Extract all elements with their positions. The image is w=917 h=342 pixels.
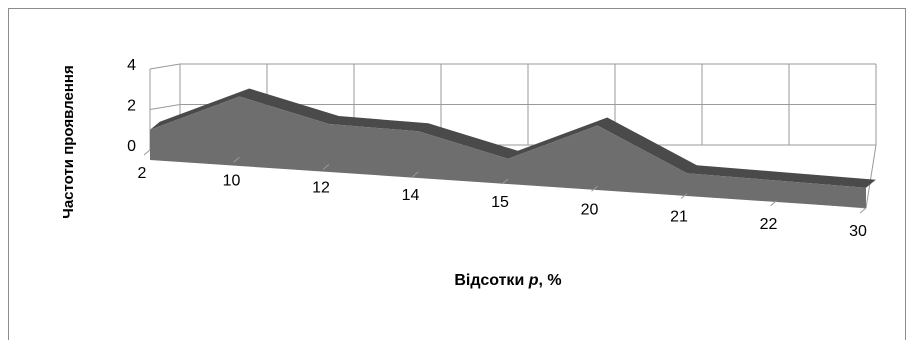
x-tick-mark bbox=[680, 193, 688, 199]
x-tick-label: 10 bbox=[223, 172, 241, 189]
x-tick-layer: 2 10 12 14 15 20 21 22 30 bbox=[138, 149, 867, 240]
x-tick-mark bbox=[859, 207, 867, 214]
x-tick-label: 22 bbox=[760, 216, 778, 233]
x-tick-label: 30 bbox=[849, 223, 867, 240]
x-tick-label: 12 bbox=[312, 180, 330, 197]
y-tick-label: 2 bbox=[127, 98, 136, 115]
x-tick-label: 14 bbox=[402, 187, 420, 204]
x-tick-mark bbox=[591, 185, 598, 192]
x-tick-mark bbox=[233, 156, 240, 163]
x-tick-label: 15 bbox=[491, 194, 509, 211]
x-tick-mark bbox=[770, 200, 777, 207]
floor-right-edge bbox=[865, 144, 877, 209]
y-tick-label: 4 bbox=[127, 57, 136, 74]
series-front-face bbox=[150, 96, 866, 208]
x-axis-title: Відсотки p, % bbox=[454, 272, 561, 289]
x-tick-mark bbox=[143, 149, 151, 156]
x-tick-mark bbox=[501, 178, 509, 185]
series-layer bbox=[150, 88, 876, 208]
x-tick-mark bbox=[412, 171, 419, 178]
side-wall-line bbox=[149, 104, 181, 110]
series-depth-face bbox=[150, 88, 876, 188]
y-axis-title: Частоти проявлення bbox=[60, 65, 77, 218]
side-wall-line bbox=[149, 63, 181, 70]
y-tick-label: 0 bbox=[127, 138, 136, 155]
x-tick-label: 21 bbox=[670, 209, 688, 226]
x-tick-mark bbox=[322, 164, 330, 170]
y-tick-layer: 0 2 4 bbox=[127, 57, 136, 155]
x-tick-label: 2 bbox=[138, 165, 147, 182]
x-tick-label: 20 bbox=[581, 201, 599, 218]
